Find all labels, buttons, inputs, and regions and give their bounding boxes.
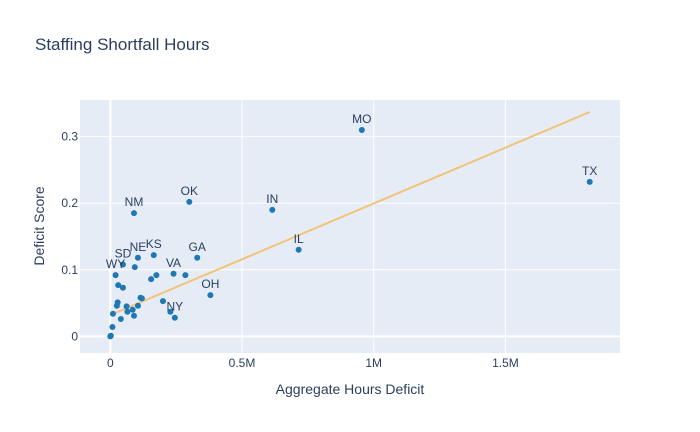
data-point: [117, 316, 124, 323]
data-point-label: WY: [106, 257, 125, 271]
data-point: [159, 298, 166, 305]
x-tick-label: 1M: [365, 356, 382, 370]
scatter-points: [107, 126, 593, 340]
x-tick-label: 0: [107, 356, 114, 370]
data-point: [138, 295, 145, 302]
data-point: [269, 206, 276, 213]
data-point-label: OK: [181, 184, 198, 198]
data-point: [131, 312, 137, 319]
data-point: [119, 261, 126, 268]
x-tick-label: 0.5M: [229, 356, 256, 370]
data-point: [182, 272, 189, 279]
data-point: [123, 303, 130, 310]
data-point: [131, 210, 137, 217]
x-tick-label: 1.5M: [492, 356, 519, 370]
data-point: [119, 284, 126, 291]
data-point: [112, 272, 119, 279]
data-point-label: VA: [166, 256, 181, 270]
data-point: [207, 292, 214, 299]
data-point: [186, 198, 193, 205]
data-point: [167, 308, 174, 315]
data-point-label: SD: [115, 246, 132, 260]
data-point: [129, 306, 136, 313]
data-point-label: IN: [266, 192, 278, 206]
data-point: [150, 252, 157, 259]
data-point: [115, 282, 122, 289]
data-point-label: TX: [582, 164, 597, 178]
data-point: [170, 270, 177, 277]
data-point-label: NY: [166, 300, 183, 314]
data-point-label: NE: [130, 240, 147, 254]
data-point: [113, 302, 120, 309]
trendline: [109, 111, 591, 316]
data-point-label: NM: [125, 195, 144, 209]
data-point: [109, 324, 116, 331]
data-point-label: MO: [352, 112, 371, 126]
data-point: [194, 254, 201, 261]
data-point: [153, 272, 160, 279]
data-point: [107, 333, 114, 340]
data-point: [586, 178, 593, 185]
data-point-label: GA: [189, 240, 206, 254]
y-axis-title: Deficit Score: [31, 186, 47, 266]
y-tick-label: 0: [71, 329, 78, 343]
data-point: [124, 308, 131, 315]
data-point: [134, 254, 141, 261]
data-point: [109, 310, 116, 317]
data-point: [148, 276, 155, 283]
data-point: [171, 314, 178, 321]
y-tick-label: 0.1: [61, 263, 78, 277]
y-tick-label: 0.3: [61, 130, 78, 144]
data-point-label: KS: [146, 237, 162, 251]
data-point-label: IL: [294, 232, 304, 246]
chart-title: Staffing Shortfall Hours: [35, 35, 210, 54]
tick-labels: 0 0.5M 1M 1.5M 0 0.1 0.2 0.3: [61, 130, 518, 370]
data-point: [358, 126, 365, 133]
y-tick-label: 0.2: [61, 196, 78, 210]
data-point: [134, 302, 141, 309]
plot-area: [80, 100, 620, 353]
x-axis-title: Aggregate Hours Deficit: [276, 381, 425, 397]
grid-lines: [80, 100, 620, 353]
data-point: [131, 264, 138, 271]
trendline-group: [109, 111, 591, 316]
data-point-label: OH: [201, 277, 219, 291]
data-point: [295, 246, 302, 253]
